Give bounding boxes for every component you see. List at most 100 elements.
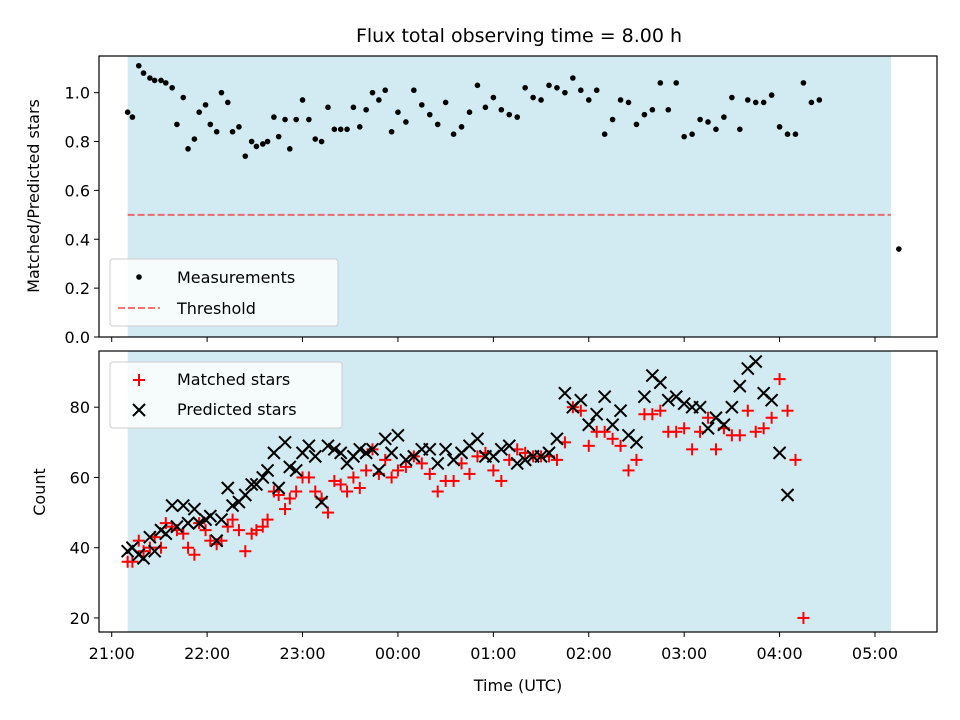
- measurement-point: [665, 106, 672, 113]
- measurement-point: [585, 97, 592, 103]
- predicted-stars-point: [327, 442, 342, 457]
- measurement-point: [506, 111, 513, 118]
- y-tick-label: 40: [70, 539, 90, 558]
- predicted-stars-point: [209, 533, 224, 548]
- measurement-point: [522, 84, 528, 91]
- legend-measurements-label: Measurements: [177, 268, 295, 287]
- predicted-stars-point: [333, 446, 348, 460]
- predicted-stars-point: [637, 389, 652, 404]
- measurement-point: [325, 104, 331, 111]
- measurement-point: [721, 114, 727, 120]
- matched-stars-point: [431, 485, 444, 498]
- predicted-stars-point: [384, 446, 399, 460]
- predicted-stars-point: [353, 442, 367, 457]
- matched-stars-point: [250, 524, 263, 537]
- predicted-stars-point: [267, 446, 281, 460]
- measurement-point: [705, 119, 711, 125]
- measurement-point: [312, 136, 319, 142]
- measurement-point: [800, 80, 807, 86]
- measurement-point: [729, 94, 735, 101]
- x-tick-label: 23:00: [279, 644, 325, 663]
- matched-stars-point: [463, 467, 476, 480]
- matched-stars-point: [221, 520, 234, 533]
- predicted-stars-point: [725, 400, 739, 414]
- top-plot-frame: [98, 55, 938, 338]
- matched-stars-point: [471, 450, 484, 463]
- bottom-y-axis-label: Count: [30, 468, 49, 516]
- bottom-legend-box: [109, 361, 343, 429]
- measurement-point: [442, 99, 449, 106]
- measurement-point: [752, 99, 759, 106]
- predicted-stars-point: [550, 432, 564, 446]
- x-axis-label: Time (UTC): [473, 676, 562, 695]
- matched-stars-point: [261, 513, 274, 526]
- matched-stars-point: [177, 527, 190, 540]
- y-tick-label: 80: [70, 398, 90, 417]
- matched-stars-point: [159, 517, 172, 530]
- measurement-point: [337, 126, 344, 133]
- y-tick-label: 0.6: [65, 181, 90, 200]
- measurement-point: [344, 126, 350, 133]
- measurement-point: [625, 99, 632, 106]
- matched-stars-point: [199, 524, 212, 537]
- matched-stars-point: [686, 443, 699, 456]
- measurement-point: [124, 109, 131, 115]
- measurement-point: [474, 82, 481, 89]
- measurement-point: [395, 109, 401, 115]
- measurement-point: [213, 128, 220, 135]
- measurement-point: [490, 94, 497, 101]
- measurement-point: [403, 119, 409, 125]
- measurement-point: [236, 124, 242, 130]
- measurement-point: [482, 104, 489, 111]
- matched-stars-point: [126, 555, 139, 568]
- measurement-point: [808, 99, 815, 106]
- measurement-point: [776, 124, 783, 130]
- predicted-stars-point: [558, 386, 572, 400]
- measurement-point: [363, 106, 369, 113]
- measurement-point: [426, 111, 433, 118]
- matched-stars-point: [391, 464, 404, 477]
- measurement-point: [641, 111, 648, 118]
- legend-matched-marker: [133, 374, 145, 386]
- measurement-point: [593, 87, 600, 94]
- y-tick-label: 0.4: [65, 230, 90, 249]
- matched-stars-point: [423, 467, 436, 480]
- legend-predicted-label: Predicted stars: [177, 400, 297, 419]
- matched-stars-point: [279, 503, 292, 516]
- matched-stars-point: [334, 478, 347, 491]
- matched-stars-point: [256, 520, 269, 533]
- predicted-stars-point: [289, 463, 303, 478]
- predicted-stars-point: [693, 400, 707, 414]
- matched-stars-point: [415, 457, 428, 470]
- predicted-stars-point: [629, 435, 644, 450]
- measurement-point: [242, 153, 249, 159]
- predicted-stars-point: [423, 442, 437, 457]
- matched-stars-point: [622, 464, 635, 477]
- measurement-point: [458, 124, 465, 130]
- legend-predicted-marker: [132, 403, 146, 417]
- matched-stars-point: [283, 492, 296, 505]
- measurement-point: [768, 92, 775, 98]
- predicted-stars-point: [192, 516, 206, 530]
- measurement-point: [174, 121, 180, 128]
- matched-stars-point: [598, 425, 611, 438]
- predicted-stars-point: [597, 389, 612, 404]
- y-tick-label: 0.2: [65, 279, 90, 298]
- predicted-stars-point: [574, 393, 588, 407]
- x-tick-label: 01:00: [470, 644, 516, 663]
- predicted-stars-point: [661, 393, 675, 407]
- predicted-stars-point: [314, 495, 329, 509]
- predicted-stars-point: [187, 502, 202, 516]
- measurement-point: [450, 131, 457, 137]
- measurement-point: [562, 89, 568, 96]
- legend-measurements-marker: [136, 274, 142, 280]
- x-tick-label: 22:00: [184, 644, 230, 663]
- measurement-point: [673, 80, 680, 86]
- measurement-point: [306, 116, 312, 123]
- chart-title: Flux total observing time = 8.00 h: [356, 25, 682, 47]
- matched-stars-point: [188, 548, 201, 561]
- measurement-point: [158, 77, 164, 84]
- predicted-stars-point: [278, 435, 292, 450]
- measurement-point: [275, 133, 282, 140]
- measurement-point: [287, 146, 293, 152]
